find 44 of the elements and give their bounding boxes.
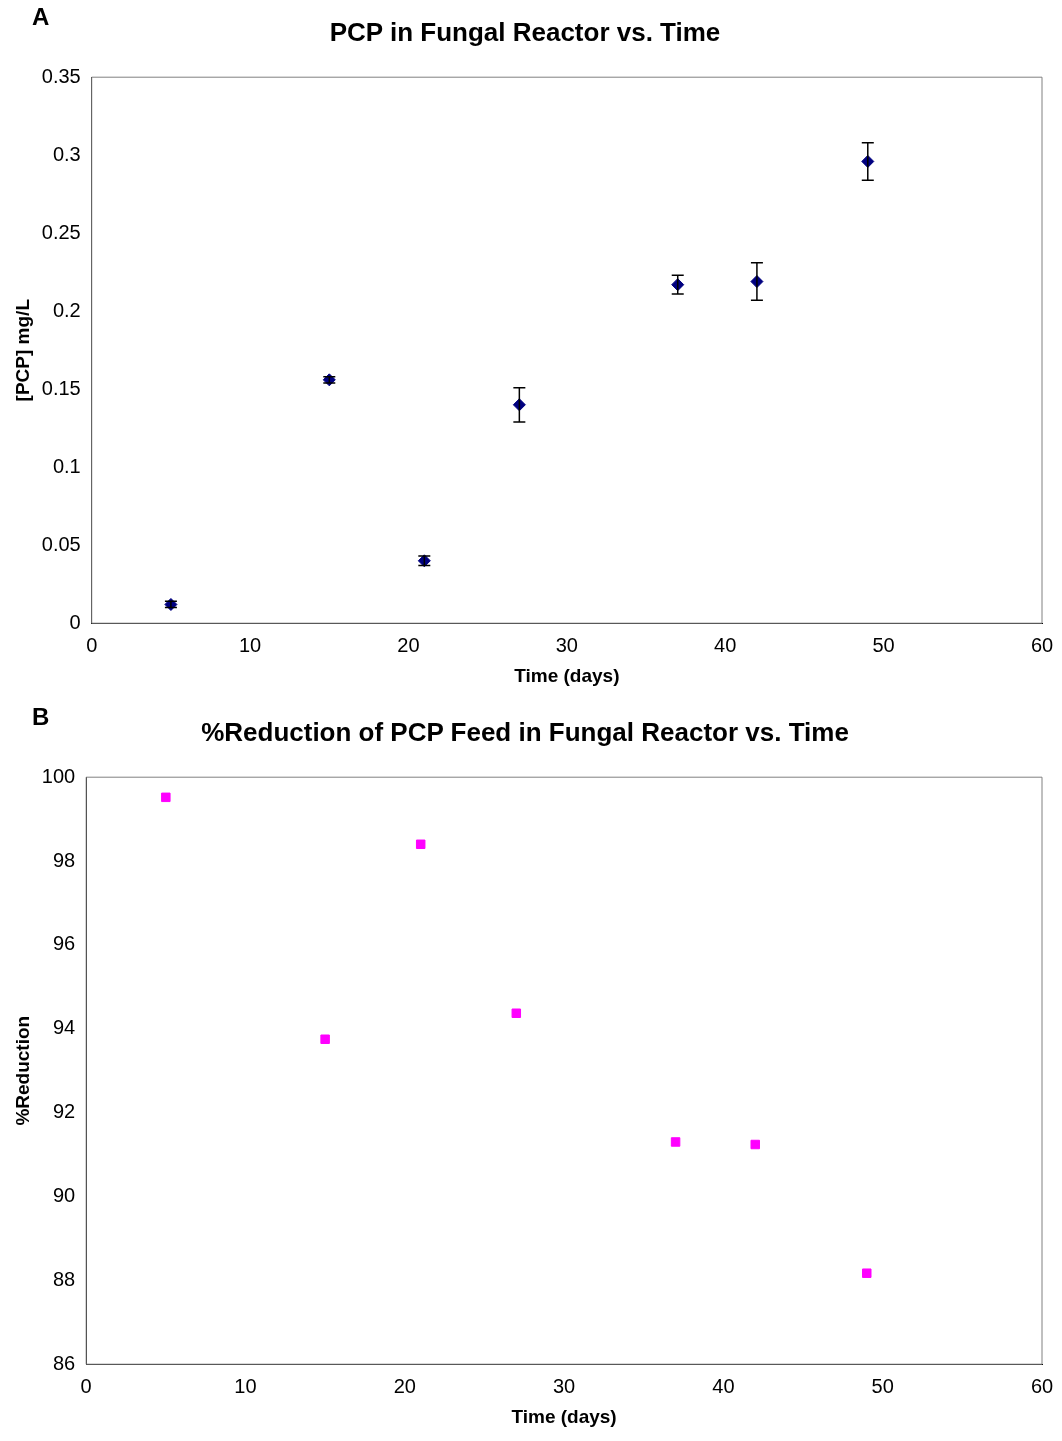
y-tick-label: 96 — [52, 932, 76, 955]
y-tick-label: 86 — [52, 1351, 76, 1374]
x-tick-label: 40 — [714, 633, 737, 656]
x-axis-title: Time (days) — [514, 664, 620, 686]
x-tick-label: 60 — [1030, 633, 1054, 656]
text: B — [32, 702, 50, 730]
chart-title: %Reduction of PCP Feed in Fungal Reactor vs. Time — [201, 716, 849, 747]
y-tick-label: 98 — [52, 848, 76, 871]
y-tick-label: 100 — [41, 764, 76, 787]
point — [750, 1139, 760, 1150]
x-tick-label: 0 — [86, 633, 98, 656]
y-tick-label: 92 — [52, 1100, 76, 1123]
point — [511, 1008, 522, 1018]
y-axis-title: [PCP] mg/L — [11, 298, 33, 402]
x-axis-title: Time (days) — [511, 1405, 617, 1427]
point — [862, 1268, 872, 1278]
point — [415, 839, 426, 850]
x-tick-label: 60 — [1030, 1374, 1054, 1397]
y-tick-label: 0.15 — [41, 376, 81, 399]
x-tick-label: 20 — [397, 633, 420, 656]
y-tick-label: 0.2 — [52, 298, 81, 321]
x-tick-label: 20 — [393, 1374, 416, 1397]
y-tick-label: 0.25 — [41, 220, 81, 243]
y-axis-title: %Reduction — [11, 1015, 33, 1126]
x-tick-label: 50 — [871, 1374, 894, 1397]
x-tick-label: 50 — [872, 633, 895, 656]
text: A — [32, 2, 50, 30]
y-tick-label: 0.1 — [52, 454, 81, 477]
x-tick-label: 40 — [712, 1374, 735, 1397]
y-tick-label: 88 — [52, 1267, 76, 1290]
point — [670, 1137, 681, 1147]
y-tick-label: 0.35 — [41, 64, 81, 87]
y-tick-label: 0.05 — [41, 532, 81, 555]
x-tick-label: 30 — [555, 633, 578, 656]
point — [161, 792, 171, 803]
y-tick-label: 0 — [69, 610, 81, 633]
x-tick-label: 30 — [552, 1374, 576, 1397]
y-tick-label: 94 — [52, 1016, 76, 1039]
chart-title: PCP in Fungal Reactor vs. Time — [329, 16, 721, 47]
x-tick-label: 10 — [234, 1374, 257, 1397]
y-tick-label: 0.3 — [52, 142, 81, 165]
point — [320, 1034, 330, 1044]
x-tick-label: 10 — [238, 633, 262, 656]
y-tick-label: 90 — [52, 1184, 76, 1206]
